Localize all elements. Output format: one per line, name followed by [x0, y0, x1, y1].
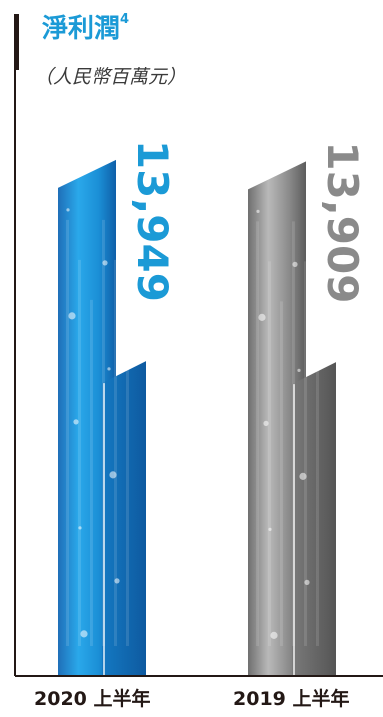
category-label-2019: 2019 上半年 [233, 684, 350, 711]
bar-highlight-streak [292, 221, 295, 646]
bar-sparkle [114, 578, 120, 584]
bar-sparkle [256, 209, 260, 213]
bar-sparkle [78, 526, 82, 530]
bar-highlight-streak [256, 221, 259, 646]
bar-sparkle [80, 630, 88, 638]
bar-highlight-streak [316, 301, 319, 646]
bar-sparkle [102, 260, 108, 266]
title-accent-bar [14, 14, 19, 70]
bar-back-panel [58, 159, 116, 677]
bar-sparkle [66, 208, 70, 212]
category-period: 上半年 [93, 688, 151, 710]
bar-sparkle [309, 252, 313, 256]
bar-2020 [58, 159, 146, 677]
bar-highlight-streak [78, 259, 81, 646]
bar-sparkle [263, 420, 269, 426]
bar-front-panel [102, 361, 146, 676]
bar-back-panel [248, 161, 306, 676]
chart-title-text: 淨利潤 [42, 14, 121, 44]
bar-front-panel [292, 362, 336, 676]
bar-highlight-streak [114, 259, 117, 646]
bar-highlight-streak [126, 299, 129, 646]
category-label-2020: 2020 上半年 [34, 684, 151, 711]
category-period: 上半年 [292, 688, 350, 710]
bar-sparkle [297, 368, 301, 372]
chart-title: 淨利潤4 [42, 8, 129, 45]
bar-sparkle [299, 472, 307, 480]
bar-highlight-streak [66, 219, 69, 646]
bar-sparkle [292, 261, 298, 267]
title-footnote-marker: 4 [120, 12, 130, 28]
category-year: 2020 [34, 688, 87, 710]
category-year: 2019 [233, 688, 286, 710]
bar-sparkle [68, 312, 76, 320]
bar-sparkle [258, 313, 266, 321]
data-label: 13,949 [128, 140, 177, 302]
bar-sparkle [304, 579, 310, 585]
bar-sparkle [268, 527, 272, 531]
bar-sparkle [109, 471, 117, 479]
bar-highlight-streak [304, 261, 307, 646]
bar-highlight-streak [268, 261, 271, 646]
bar-sparkle [119, 249, 123, 253]
bar-highlight-streak [102, 219, 105, 646]
bar-highlight-streak [280, 301, 283, 646]
bar-2019 [248, 161, 336, 676]
data-label: 13,909 [318, 141, 367, 303]
bar-highlight-streak [90, 299, 93, 646]
bar-sparkle [107, 367, 111, 371]
bar-sparkle [73, 419, 79, 425]
bar-sparkle [270, 631, 278, 639]
chart-unit-label: （人民幣百萬元） [34, 66, 187, 88]
